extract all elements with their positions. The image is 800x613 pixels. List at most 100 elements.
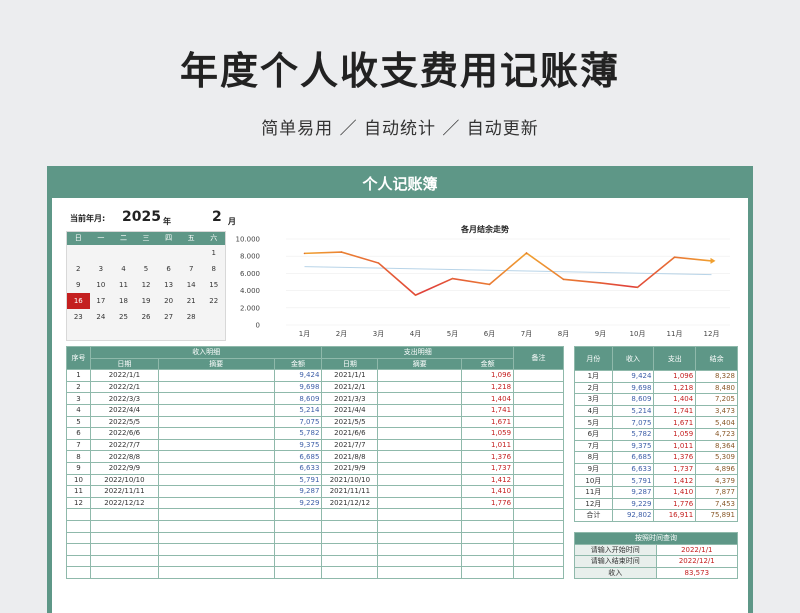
income-amount-cell[interactable]: 5,782 [273, 427, 323, 440]
expense-summary-cell[interactable] [377, 496, 463, 510]
income-amount-cell[interactable]: 9,287 [273, 485, 323, 498]
income-amount-cell[interactable]: 7,075 [273, 415, 323, 429]
expense-summary-cell[interactable] [377, 380, 463, 394]
expense-amount-cell[interactable]: 1,410 [461, 485, 515, 498]
remark-cell[interactable] [513, 380, 564, 394]
expense-summary-cell[interactable] [377, 450, 463, 463]
remark-cell[interactable] [513, 485, 564, 498]
expense-amount-cell[interactable] [461, 508, 515, 521]
expense-summary-cell[interactable] [377, 403, 463, 417]
calendar-day[interactable]: 13 [164, 281, 174, 289]
expense-date-cell[interactable]: 2021/7/7 [321, 438, 379, 452]
calendar-day[interactable]: 9 [76, 281, 81, 289]
calendar-day[interactable]: 27 [164, 313, 174, 321]
income-summary-cell[interactable] [157, 519, 275, 533]
calendar-day[interactable]: 8 [211, 265, 216, 273]
income-date-cell[interactable]: 2022/12/12 [89, 496, 159, 510]
income-summary-cell[interactable] [157, 415, 275, 429]
income-summary-cell[interactable] [157, 403, 275, 417]
remark-cell[interactable] [513, 438, 564, 452]
income-summary-cell[interactable] [157, 369, 275, 382]
income-summary-cell[interactable] [157, 450, 275, 463]
expense-amount-cell[interactable]: 1,776 [461, 496, 515, 510]
calendar-day[interactable]: 3 [98, 265, 104, 273]
income-date-cell[interactable]: 2022/8/8 [89, 450, 159, 463]
income-summary-cell[interactable] [157, 496, 275, 510]
income-date-cell[interactable]: 2022/5/5 [89, 415, 159, 429]
expense-summary-cell[interactable] [377, 369, 463, 382]
expense-amount-cell[interactable]: 1,096 [461, 369, 515, 382]
calendar-day[interactable]: 22 [209, 297, 219, 305]
query-end-input[interactable]: 2022/12/1 [655, 555, 739, 568]
calendar-day[interactable]: 23 [73, 313, 83, 321]
expense-summary-cell[interactable] [377, 554, 463, 568]
expense-summary-cell[interactable] [377, 392, 463, 405]
expense-date-cell[interactable] [321, 531, 379, 545]
calendar-day[interactable]: 21 [186, 297, 196, 305]
expense-date-cell[interactable]: 2021/3/3 [321, 392, 379, 405]
expense-date-cell[interactable]: 2021/6/6 [321, 427, 379, 440]
income-date-cell[interactable]: 2022/3/3 [89, 392, 159, 405]
calendar-day[interactable]: 28 [186, 313, 196, 321]
expense-summary-cell[interactable] [377, 438, 463, 452]
income-summary-cell[interactable] [157, 554, 275, 568]
expense-date-cell[interactable]: 2021/9/9 [321, 461, 379, 475]
expense-date-cell[interactable]: 2021/12/12 [321, 496, 379, 510]
expense-amount-cell[interactable]: 1,741 [461, 403, 515, 417]
income-amount-cell[interactable]: 9,698 [273, 380, 323, 394]
expense-amount-cell[interactable]: 1,376 [461, 450, 515, 463]
income-date-cell[interactable] [89, 519, 159, 533]
income-amount-cell[interactable] [273, 519, 323, 533]
income-summary-cell[interactable] [157, 508, 275, 521]
expense-date-cell[interactable]: 2021/5/5 [321, 415, 379, 429]
remark-cell[interactable] [513, 450, 564, 463]
income-date-cell[interactable]: 2022/11/11 [89, 485, 159, 498]
income-amount-cell[interactable]: 5,791 [273, 473, 323, 487]
calendar-day[interactable]: 10 [96, 281, 106, 289]
income-summary-cell[interactable] [157, 531, 275, 545]
expense-amount-cell[interactable] [461, 519, 515, 533]
remark-cell[interactable] [513, 403, 564, 417]
expense-date-cell[interactable]: 2021/11/11 [321, 485, 379, 498]
income-amount-cell[interactable] [273, 554, 323, 568]
calendar-day[interactable]: 14 [186, 281, 196, 289]
income-summary-cell[interactable] [157, 473, 275, 487]
remark-cell[interactable] [513, 392, 564, 405]
expense-summary-cell[interactable] [377, 566, 463, 579]
expense-amount-cell[interactable]: 1,671 [461, 415, 515, 429]
income-date-cell[interactable] [89, 531, 159, 545]
calendar-day[interactable]: 26 [141, 313, 151, 321]
calendar-day[interactable]: 11 [118, 281, 128, 289]
expense-summary-cell[interactable] [377, 485, 463, 498]
calendar-day[interactable]: 1 [211, 249, 216, 257]
calendar-day[interactable]: 25 [118, 313, 128, 321]
income-summary-cell[interactable] [157, 461, 275, 475]
remark-cell[interactable] [513, 369, 564, 382]
calendar-day[interactable]: 20 [164, 297, 174, 305]
income-date-cell[interactable] [89, 543, 159, 556]
income-amount-cell[interactable] [273, 566, 323, 579]
income-amount-cell[interactable]: 6,633 [273, 461, 323, 475]
income-date-cell[interactable]: 2022/9/9 [89, 461, 159, 475]
expense-amount-cell[interactable]: 1,218 [461, 380, 515, 394]
income-summary-cell[interactable] [157, 543, 275, 556]
remark-cell[interactable] [513, 496, 564, 510]
expense-date-cell[interactable]: 2021/8/8 [321, 450, 379, 463]
expense-date-cell[interactable]: 2021/2/1 [321, 380, 379, 394]
remark-cell[interactable] [513, 508, 564, 521]
expense-date-cell[interactable]: 2021/1/1 [321, 369, 379, 382]
calendar-day[interactable]: 4 [121, 265, 126, 273]
calendar-day[interactable]: 5 [143, 265, 149, 273]
expense-amount-cell[interactable]: 1,412 [461, 473, 515, 487]
remark-cell[interactable] [513, 543, 564, 556]
income-summary-cell[interactable] [157, 485, 275, 498]
income-date-cell[interactable]: 2022/6/6 [89, 427, 159, 440]
expense-amount-cell[interactable]: 1,737 [461, 461, 515, 475]
remark-cell[interactable] [513, 554, 564, 568]
income-date-cell[interactable] [89, 508, 159, 521]
income-date-cell[interactable]: 2022/10/10 [89, 473, 159, 487]
income-summary-cell[interactable] [157, 427, 275, 440]
calendar-day[interactable]: 6 [166, 265, 171, 273]
remark-cell[interactable] [513, 473, 564, 487]
expense-summary-cell[interactable] [377, 473, 463, 487]
